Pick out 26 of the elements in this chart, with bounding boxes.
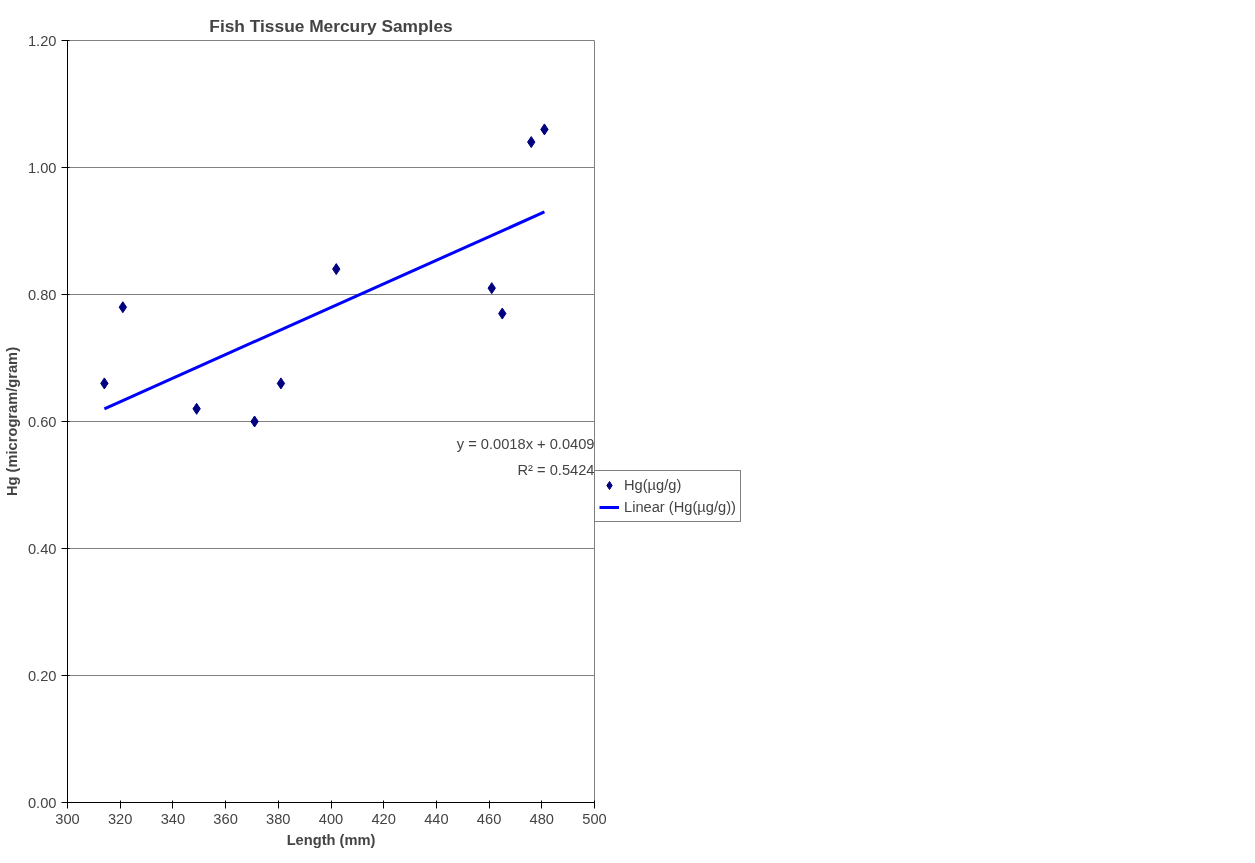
- chart-title: Fish Tissue Mercury Samples: [209, 15, 453, 36]
- x-tick-label: 300: [55, 810, 80, 827]
- y-tick-label: 1.20: [27, 32, 57, 49]
- x-tick-label: 400: [318, 810, 344, 827]
- point: [276, 377, 286, 390]
- y-axis-title: Hg (microgram/gram): [3, 346, 20, 497]
- x-tick-label: 360: [213, 810, 238, 827]
- x-axis-title: Length (mm): [286, 831, 376, 848]
- annotation: R² = 0.5424: [517, 461, 595, 478]
- x-tick-label: 500: [582, 810, 607, 827]
- y-tick-label: 0.80: [27, 286, 57, 303]
- x-tick-label: 440: [424, 810, 449, 827]
- legend-label: Hg(µg/g): [624, 477, 682, 493]
- x-tick-label: 320: [107, 810, 133, 827]
- x-tick-label: 420: [371, 810, 396, 827]
- x-tick-label: 480: [529, 810, 555, 827]
- x-tick-label: 460: [476, 810, 502, 827]
- x-tick-label: 340: [160, 810, 186, 827]
- y-tick-label: 1.00: [27, 159, 57, 176]
- legend-label: Linear (Hg(µg/g)): [624, 499, 736, 515]
- y-tick-label: 0.40: [27, 540, 57, 557]
- y-tick-label: 0.60: [27, 413, 57, 430]
- y-tick-label: 0.00: [27, 794, 57, 811]
- annotation: y = 0.0018x + 0.0409: [456, 435, 595, 452]
- y-tick-label: 0.20: [27, 667, 57, 684]
- x-tick-label: 380: [266, 810, 291, 827]
